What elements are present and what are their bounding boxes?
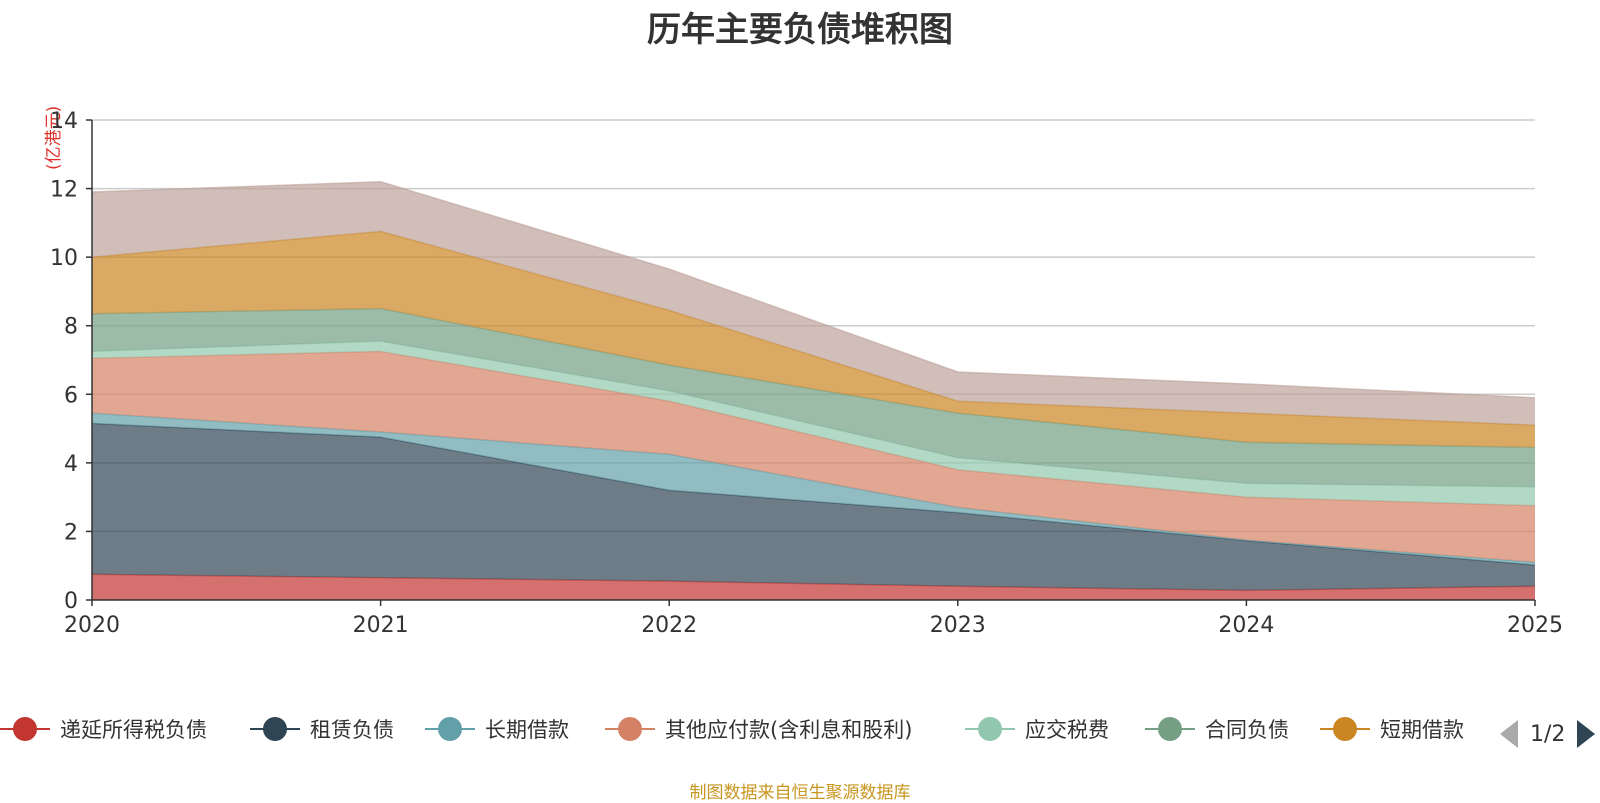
legend-label: 短期借款	[1380, 718, 1464, 742]
legend-item-0[interactable]: 递延所得税负债	[0, 714, 207, 744]
x-tick-label-2020: 2020	[64, 613, 120, 638]
legend-item-3[interactable]: 其他应付款(含利息和股利)	[605, 714, 912, 744]
data-source-note: 制图数据来自恒生聚源数据库	[689, 783, 911, 803]
legend-next-page-icon[interactable]	[1577, 720, 1596, 748]
area-series-6	[92, 231, 1535, 448]
chart-legend: 递延所得税负债 租赁负债 长期借款 其他应付款(含利息和股利) 应交税费 合同负债 短期借款	[0, 714, 1600, 754]
legend-prev-page-icon[interactable]	[1500, 720, 1518, 748]
legend-label: 递延所得税负债	[60, 718, 207, 742]
area-series-2	[92, 413, 1535, 566]
legend-marker-icon	[250, 714, 300, 744]
x-tick-label-2023: 2023	[930, 613, 986, 638]
legend-label: 长期借款	[485, 718, 569, 742]
line-series-6	[91, 230, 1536, 426]
legend-marker-icon	[965, 714, 1015, 744]
y-tick-label-8: 8	[64, 315, 78, 340]
x-tick-label-2022: 2022	[641, 613, 697, 638]
legend-marker-icon	[1145, 714, 1195, 744]
legend-item-1[interactable]: 租赁负债	[250, 714, 394, 744]
area-series-5	[92, 308, 1535, 487]
y-tick-label-12: 12	[50, 178, 78, 203]
legend-label: 合同负债	[1205, 718, 1289, 742]
legend-label: 应交税费	[1025, 718, 1109, 742]
chart-title: 历年主要负债堆积图	[647, 10, 953, 50]
legend-label: 其他应付款(含利息和股利)	[665, 718, 913, 742]
legend-item-5[interactable]: 合同负债	[1145, 714, 1289, 744]
legend-item-6[interactable]: 短期借款	[1320, 714, 1464, 744]
legend-marker-icon	[425, 714, 475, 744]
area-series-7	[92, 181, 1535, 426]
y-tick-label-10: 10	[50, 246, 78, 271]
legend-marker-icon	[0, 714, 50, 744]
y-tick-label-2: 2	[64, 520, 78, 545]
x-tick-label-2021: 2021	[353, 613, 409, 638]
x-tick-label-2025: 2025	[1507, 613, 1563, 638]
area-series-3	[92, 351, 1535, 563]
legend-page-number: 1/2	[1530, 721, 1566, 747]
stacked-area-chart: 0 2 4 6 8 10 12 14 2020 2021 2022 2023 2024 2025	[50, 109, 1563, 638]
line-series-2	[91, 412, 1536, 564]
y-tick-label-4: 4	[64, 452, 78, 477]
area-series-4	[92, 341, 1535, 506]
y-tick-label-14: 14	[50, 109, 78, 134]
legend-item-4[interactable]: 应交税费	[965, 714, 1109, 744]
legend-marker-icon	[1320, 714, 1370, 744]
x-tick-label-2024: 2024	[1218, 613, 1274, 638]
legend-pager: 1/2	[1500, 720, 1596, 748]
legend-label: 租赁负债	[310, 718, 394, 742]
legend-item-2[interactable]: 长期借款	[425, 714, 569, 744]
y-tick-label-0: 0	[64, 589, 78, 614]
legend-marker-icon	[605, 714, 655, 744]
area-series-0	[92, 574, 1535, 600]
line-series-7	[91, 180, 1536, 399]
area-series-1	[92, 423, 1535, 591]
y-tick-label-6: 6	[64, 383, 78, 408]
